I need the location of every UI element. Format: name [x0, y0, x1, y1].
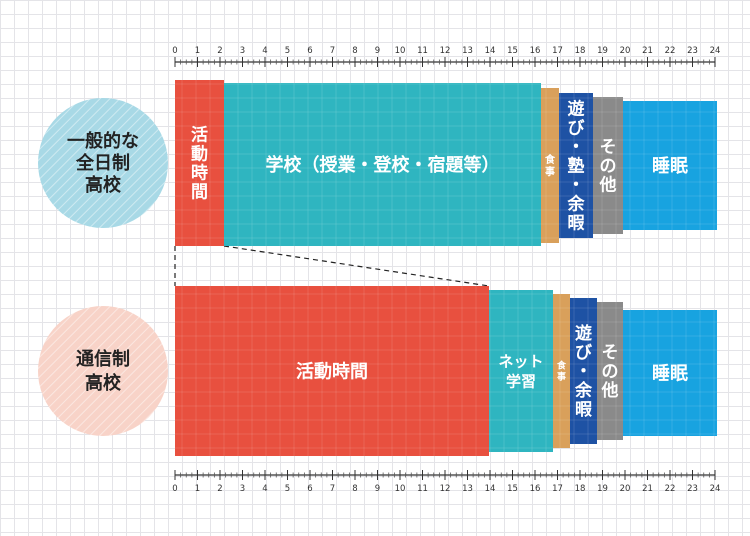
segment-bar — [553, 294, 570, 448]
segment: 活動時間 — [175, 80, 224, 246]
segment: 食事 — [541, 88, 559, 243]
axis-tick-label: 21 — [642, 46, 653, 56]
segment: 睡眠 — [623, 310, 717, 436]
segment-label: 遊び・塾・余暇 — [567, 99, 586, 234]
segment-bar — [489, 290, 553, 452]
segment-label: 睡眠 — [652, 156, 688, 177]
segment-bar — [597, 302, 623, 440]
row-circle — [38, 306, 168, 436]
axis-tick-label: 7 — [330, 484, 335, 494]
axis-tick-label: 18 — [575, 46, 586, 56]
segment: 活動時間 — [175, 286, 489, 456]
axis-tick-label: 10 — [395, 484, 406, 494]
axis-tick-label: 24 — [710, 484, 721, 494]
axis-tick-label: 24 — [710, 46, 721, 56]
axis-tick-label: 2 — [217, 484, 222, 494]
segment: その他 — [597, 302, 623, 440]
axis-tick-label: 18 — [575, 484, 586, 494]
segment-bar — [623, 101, 717, 230]
axis-tick-label: 9 — [375, 46, 380, 56]
axis-tick-label: 7 — [330, 46, 335, 56]
segment-label: 活動時間 — [191, 125, 208, 203]
axis-tick-label: 12 — [440, 46, 451, 56]
segment-bar — [559, 93, 593, 238]
axis-tick-label: 1 — [195, 484, 200, 494]
axis-tick-label: 8 — [352, 484, 357, 494]
segment-label: 遊び・余暇 — [574, 323, 593, 420]
axis-tick-label: 11 — [417, 484, 428, 494]
axis-tick-label: 19 — [597, 46, 608, 56]
axis-tick-label: 13 — [462, 484, 473, 494]
axis-tick-label: 14 — [485, 46, 496, 56]
axis-tick-label: 9 — [375, 484, 380, 494]
row-label-line: 全日制 — [75, 152, 130, 174]
axis-tick-label: 20 — [620, 46, 631, 56]
axis-tick-label: 4 — [262, 46, 267, 56]
segment: 学校（授業・登校・宿題等） — [224, 83, 541, 246]
axis-tick-label: 23 — [687, 484, 698, 494]
segment-bar — [623, 310, 717, 436]
axis-tick-label: 16 — [530, 484, 541, 494]
axis-tick-label: 1 — [195, 46, 200, 56]
axis-tick-label: 15 — [507, 484, 518, 494]
segment: ネット学習 — [489, 290, 553, 452]
bottom-axis: 0 1 2 3 4 5 6 7 8 9 10 11 12 13 14 15 16 17 18 19 20 21 22 23 24 — [172, 470, 720, 494]
segment: 睡眠 — [623, 101, 717, 230]
row-label-line: 通信制 — [76, 348, 130, 370]
axis-tick-label: 21 — [642, 484, 653, 494]
segment-bar — [175, 80, 224, 246]
axis-tick-label: 3 — [240, 46, 245, 56]
segment-label: 学校（授業・登校・宿題等） — [266, 154, 500, 176]
axis-tick-label: 10 — [395, 46, 406, 56]
row-label-line: 高校 — [85, 372, 122, 394]
axis-tick-label: 23 — [687, 46, 698, 56]
connector-right — [223, 245, 490, 287]
segment-label: 活動時間 — [296, 360, 368, 382]
segment-label: その他 — [601, 343, 619, 401]
axis-tick-label: 0 — [172, 484, 177, 494]
axis-tick-label: 22 — [665, 46, 676, 56]
axis-tick-label: 20 — [620, 484, 631, 494]
axis-tick-label: 15 — [507, 46, 518, 56]
axis-tick-label: 13 — [462, 46, 473, 56]
segment: その他 — [593, 97, 623, 234]
top-axis: 0 1 2 3 4 5 6 7 8 9 10 11 12 13 14 15 16 17 18 19 20 21 22 23 24 — [172, 46, 720, 67]
segment-bar — [593, 97, 623, 234]
axis-tick-label: 8 — [352, 46, 357, 56]
axis-tick-label: 6 — [307, 46, 312, 56]
segment: 食事 — [553, 294, 570, 448]
axis-tick-label: 22 — [665, 484, 676, 494]
axis-tick-label: 5 — [285, 46, 290, 56]
axis-tick-label: 4 — [262, 484, 267, 494]
axis-tick-label: 17 — [552, 46, 563, 56]
axis-tick-label: 6 — [307, 484, 312, 494]
axis-tick-label: 12 — [440, 484, 451, 494]
segment-bar — [224, 83, 541, 246]
segment-bar — [175, 286, 489, 456]
segment-label: 睡眠 — [652, 363, 688, 384]
axis-tick-label: 11 — [417, 46, 428, 56]
axis-tick-label: 2 — [217, 46, 222, 56]
row-label-line: 高校 — [85, 174, 122, 196]
segment-label: ネット学習 — [498, 352, 543, 390]
axis-tick-label: 14 — [485, 484, 496, 494]
axis-tick-label: 5 — [285, 484, 290, 494]
row-circle — [38, 98, 168, 228]
axis-tick-label: 19 — [597, 484, 608, 494]
row-label-line: 一般的な — [67, 130, 139, 152]
axis-tick-label: 16 — [530, 46, 541, 56]
axis-tick-label: 0 — [172, 46, 177, 56]
segment: 遊び・塾・余暇 — [559, 93, 593, 238]
segment-bar — [570, 298, 597, 444]
segment-bar — [541, 88, 559, 243]
segment-label: 食事 — [556, 360, 567, 383]
segment: 遊び・余暇 — [570, 298, 597, 444]
axis-tick-label: 3 — [240, 484, 245, 494]
segment-label: 食事 — [544, 153, 556, 178]
segment-label: その他 — [599, 138, 617, 196]
axis-tick-label: 17 — [552, 484, 563, 494]
